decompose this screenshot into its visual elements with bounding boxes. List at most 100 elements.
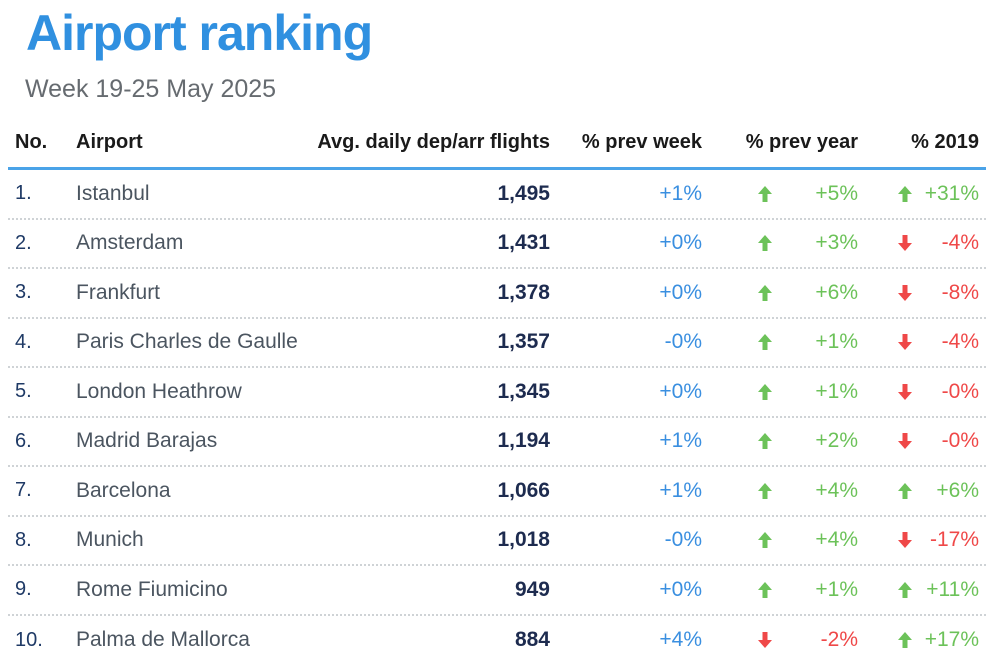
prev-week-value: -0% <box>665 319 702 367</box>
flights-value: 1,194 <box>497 418 550 466</box>
vs-2019-value: -8% <box>942 269 979 317</box>
prev-year-value: +5% <box>815 170 858 218</box>
arrow-down-icon <box>896 269 914 317</box>
arrow-up-icon <box>756 517 774 565</box>
vs-2019-value: +11% <box>926 566 979 614</box>
flights-value: 949 <box>515 566 550 614</box>
airport-name: Istanbul <box>76 170 150 218</box>
flights-value: 884 <box>515 616 550 665</box>
ranking-table: No. Airport Avg. daily dep/arr flights %… <box>8 118 986 665</box>
airport-name: Rome Fiumicino <box>76 566 228 614</box>
flights-value: 1,431 <box>497 220 550 268</box>
rank-number: 2. <box>15 220 32 268</box>
airport-name: Palma de Mallorca <box>76 616 250 665</box>
table-row: 4. Paris Charles de Gaulle 1,357 -0% +1% -4% <box>8 319 986 369</box>
airport-name: Barcelona <box>76 467 171 515</box>
flights-value: 1,066 <box>497 467 550 515</box>
arrow-up-icon <box>756 220 774 268</box>
airport-name: Paris Charles de Gaulle <box>76 319 298 367</box>
arrow-up-icon <box>756 319 774 367</box>
rank-number: 8. <box>15 517 32 565</box>
prev-year-value: +3% <box>815 220 858 268</box>
arrow-up-icon <box>756 467 774 515</box>
airport-name: Madrid Barajas <box>76 418 217 466</box>
arrow-down-icon <box>896 418 914 466</box>
prev-week-value: +1% <box>659 418 702 466</box>
table-row: 1. Istanbul 1,495 +1% +5% +31% <box>8 170 986 220</box>
prev-week-value: +4% <box>659 616 702 665</box>
prev-year-value: +1% <box>815 566 858 614</box>
airport-name: Amsterdam <box>76 220 183 268</box>
prev-week-value: +0% <box>659 566 702 614</box>
flights-value: 1,345 <box>497 368 550 416</box>
prev-week-value: +0% <box>659 269 702 317</box>
arrow-up-icon <box>896 467 914 515</box>
airport-name: Munich <box>76 517 144 565</box>
page-title: Airport ranking <box>26 4 372 62</box>
table-header: No. Airport Avg. daily dep/arr flights %… <box>8 118 986 170</box>
header-flights: Avg. daily dep/arr flights <box>317 118 550 167</box>
airport-name: London Heathrow <box>76 368 242 416</box>
airport-name: Frankfurt <box>76 269 160 317</box>
table-row: 10. Palma de Mallorca 884 +4% -2% +17% <box>8 616 986 665</box>
prev-year-value: +1% <box>815 368 858 416</box>
prev-year-value: +4% <box>815 517 858 565</box>
arrow-up-icon <box>756 170 774 218</box>
header-airport: Airport <box>76 118 143 167</box>
vs-2019-value: -0% <box>942 368 979 416</box>
arrow-down-icon <box>756 616 774 665</box>
table-row: 7. Barcelona 1,066 +1% +4% +6% <box>8 467 986 517</box>
flights-value: 1,378 <box>497 269 550 317</box>
arrow-down-icon <box>896 220 914 268</box>
vs-2019-value: -17% <box>930 517 979 565</box>
rank-number: 4. <box>15 319 32 367</box>
rank-number: 5. <box>15 368 32 416</box>
arrow-up-icon <box>896 566 914 614</box>
header-vs-2019: % 2019 <box>911 118 979 167</box>
prev-week-value: +0% <box>659 368 702 416</box>
rank-number: 10. <box>15 616 43 665</box>
arrow-up-icon <box>756 418 774 466</box>
table-row: 5. London Heathrow 1,345 +0% +1% -0% <box>8 368 986 418</box>
flights-value: 1,495 <box>497 170 550 218</box>
vs-2019-value: -4% <box>942 220 979 268</box>
rank-number: 1. <box>15 170 32 218</box>
rank-number: 9. <box>15 566 32 614</box>
header-prev-week: % prev week <box>582 118 702 167</box>
header-no: No. <box>15 118 47 167</box>
arrow-up-icon <box>896 170 914 218</box>
rank-number: 6. <box>15 418 32 466</box>
table-row: 6. Madrid Barajas 1,194 +1% +2% -0% <box>8 418 986 468</box>
arrow-up-icon <box>896 616 914 665</box>
table-row: 3. Frankfurt 1,378 +0% +6% -8% <box>8 269 986 319</box>
prev-year-value: -2% <box>821 616 858 665</box>
vs-2019-value: +31% <box>925 170 979 218</box>
table-row: 8. Munich 1,018 -0% +4% -17% <box>8 517 986 567</box>
prev-week-value: +1% <box>659 467 702 515</box>
vs-2019-value: -0% <box>942 418 979 466</box>
flights-value: 1,018 <box>497 517 550 565</box>
arrow-down-icon <box>896 319 914 367</box>
table-row: 9. Rome Fiumicino 949 +0% +1% +11% <box>8 566 986 616</box>
prev-week-value: +1% <box>659 170 702 218</box>
rank-number: 7. <box>15 467 32 515</box>
rank-number: 3. <box>15 269 32 317</box>
prev-year-value: +6% <box>815 269 858 317</box>
arrow-up-icon <box>756 269 774 317</box>
prev-week-value: -0% <box>665 517 702 565</box>
prev-year-value: +1% <box>815 319 858 367</box>
vs-2019-value: -4% <box>942 319 979 367</box>
prev-week-value: +0% <box>659 220 702 268</box>
arrow-down-icon <box>896 368 914 416</box>
page-subtitle: Week 19-25 May 2025 <box>25 75 276 104</box>
table-row: 2. Amsterdam 1,431 +0% +3% -4% <box>8 220 986 270</box>
prev-year-value: +4% <box>815 467 858 515</box>
arrow-up-icon <box>756 368 774 416</box>
arrow-down-icon <box>896 517 914 565</box>
prev-year-value: +2% <box>815 418 858 466</box>
header-prev-year: % prev year <box>746 118 858 167</box>
vs-2019-value: +6% <box>936 467 979 515</box>
vs-2019-value: +17% <box>925 616 979 665</box>
arrow-up-icon <box>756 566 774 614</box>
flights-value: 1,357 <box>497 319 550 367</box>
